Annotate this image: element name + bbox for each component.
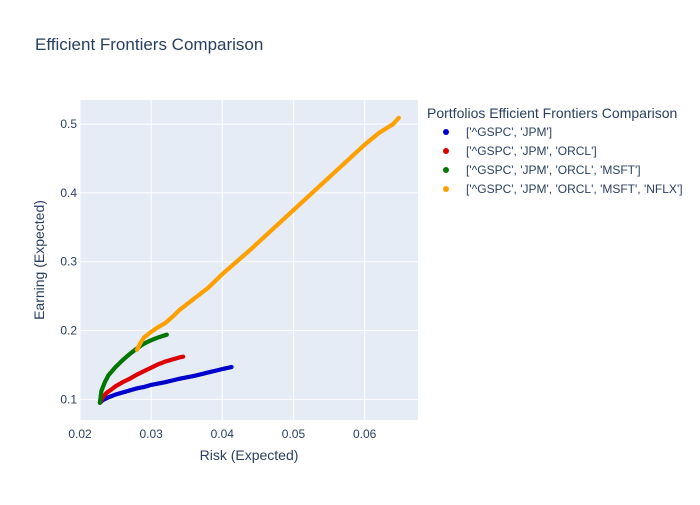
legend-marker xyxy=(443,186,449,192)
legend-marker xyxy=(443,148,449,154)
legend-title: Portfolios Efficient Frontiers Compariso… xyxy=(427,105,677,121)
plot-area xyxy=(80,100,418,420)
x-tick-label: 0.04 xyxy=(211,427,235,441)
y-tick-label: 0.3 xyxy=(60,255,77,269)
y-axis-title: Earning (Expected) xyxy=(31,200,47,320)
y-tick-label: 0.4 xyxy=(60,186,77,200)
legend-marker xyxy=(443,167,449,173)
series-4 xyxy=(134,115,401,352)
data-point xyxy=(229,364,234,370)
legend-item[interactable]: ['^GSPC', 'JPM', 'ORCL', 'MSFT'] xyxy=(443,163,641,177)
data-points xyxy=(97,115,401,405)
tick-labels: 0.02 0.03 0.04 0.05 0.06 0.1 0.2 0.3 0.4 0.5 xyxy=(60,117,376,441)
legend-label: ['^GSPC', 'JPM', 'ORCL', 'MSFT', 'NFLX'] xyxy=(466,182,683,196)
x-tick-label: 0.03 xyxy=(139,427,163,441)
y-tick-label: 0.1 xyxy=(60,392,77,406)
legend-label: ['^GSPC', 'JPM', 'ORCL'] xyxy=(466,144,597,158)
series-3 xyxy=(97,332,169,405)
legend-label: ['^GSPC', 'JPM'] xyxy=(466,125,552,139)
legend-item[interactable]: ['^GSPC', 'JPM', 'ORCL', 'MSFT', 'NFLX'] xyxy=(443,182,683,196)
y-tick-label: 0.2 xyxy=(60,324,77,338)
legend-item[interactable]: ['^GSPC', 'JPM', 'ORCL'] xyxy=(443,144,597,158)
x-tick-label: 0.02 xyxy=(68,427,92,441)
chart-title: Efficient Frontiers Comparison xyxy=(35,35,263,54)
x-axis-title: Risk (Expected) xyxy=(200,447,299,463)
legend-label: ['^GSPC', 'JPM', 'ORCL', 'MSFT'] xyxy=(466,163,641,177)
data-point xyxy=(164,332,169,337)
data-point xyxy=(181,354,186,359)
legend-items: ['^GSPC', 'JPM'] ['^GSPC', 'JPM', 'ORCL']… xyxy=(443,125,683,196)
legend: Portfolios Efficient Frontiers Compariso… xyxy=(427,105,683,196)
legend-marker xyxy=(443,129,449,135)
y-tick-label: 0.5 xyxy=(60,117,77,131)
legend-item[interactable]: ['^GSPC', 'JPM'] xyxy=(443,125,552,139)
series-1 xyxy=(97,364,234,405)
x-tick-label: 0.05 xyxy=(282,427,306,441)
grid-lines xyxy=(79,100,418,420)
data-point xyxy=(396,115,401,120)
x-tick-label: 0.06 xyxy=(353,427,377,441)
